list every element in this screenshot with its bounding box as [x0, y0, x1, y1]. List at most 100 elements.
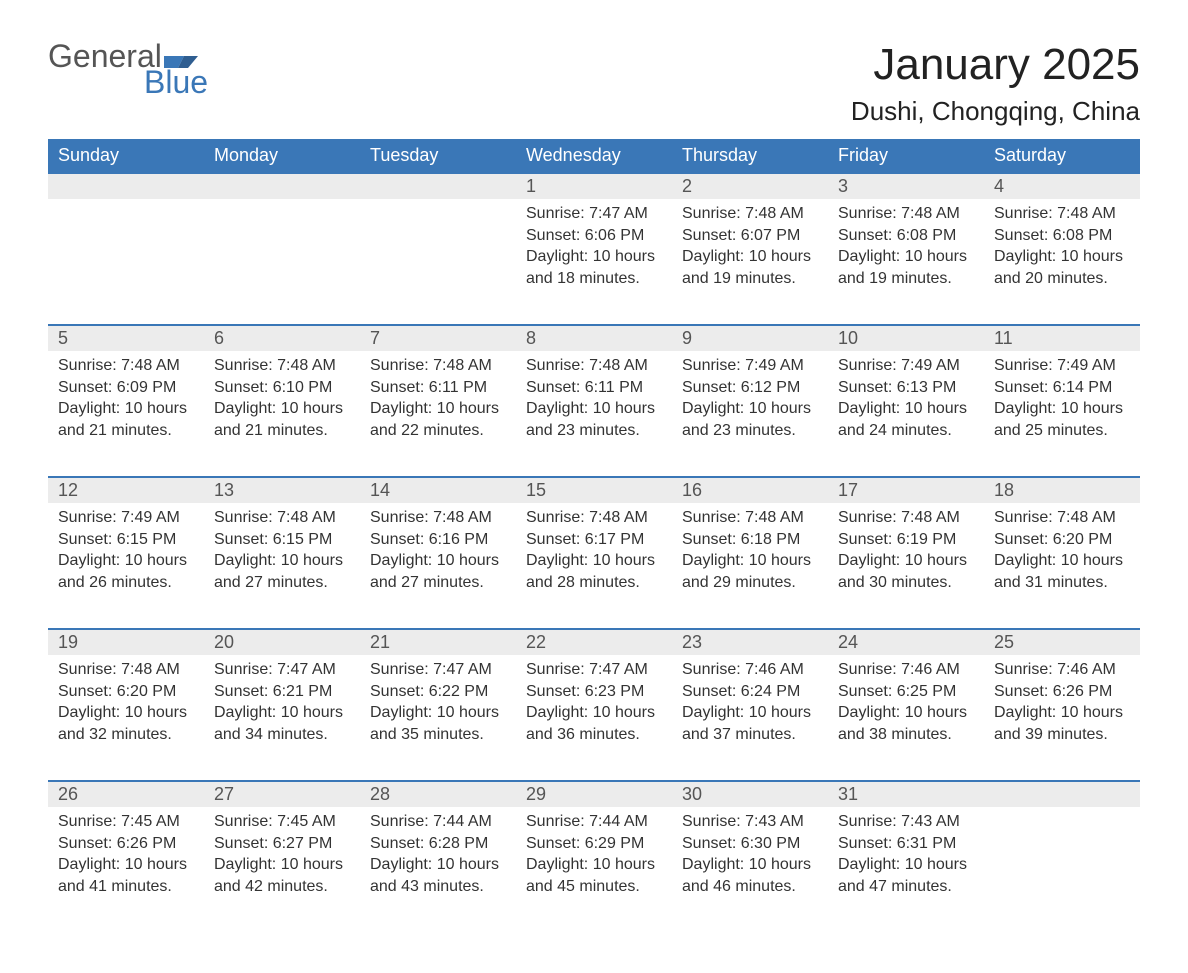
day-cell: Sunrise: 7:47 AMSunset: 6:21 PMDaylight:…	[204, 655, 360, 781]
day-number: 24	[838, 632, 858, 652]
week-row: Sunrise: 7:49 AMSunset: 6:15 PMDaylight:…	[48, 503, 1140, 629]
field-label: Sunset:	[682, 227, 741, 244]
field-label: Sunrise:	[682, 357, 745, 374]
field-value: 6:23 PM	[585, 683, 645, 700]
field-label: Sunset:	[682, 683, 741, 700]
day-number-cell: 17	[828, 477, 984, 503]
sunrise-line: Sunrise: 7:46 AM	[682, 659, 818, 681]
field-label: Sunset:	[214, 379, 273, 396]
day-cell: Sunrise: 7:46 AMSunset: 6:26 PMDaylight:…	[984, 655, 1140, 781]
field-label: Daylight:	[370, 704, 437, 721]
field-value: 6:10 PM	[273, 379, 333, 396]
week-row: Sunrise: 7:47 AMSunset: 6:06 PMDaylight:…	[48, 199, 1140, 325]
day-number-cell: 10	[828, 325, 984, 351]
field-label: Daylight:	[58, 400, 125, 417]
sunset-line: Sunset: 6:08 PM	[994, 225, 1130, 247]
sunset-line: Sunset: 6:26 PM	[58, 833, 194, 855]
day-cell: Sunrise: 7:49 AMSunset: 6:15 PMDaylight:…	[48, 503, 204, 629]
day-cell: Sunrise: 7:48 AMSunset: 6:09 PMDaylight:…	[48, 351, 204, 477]
dl-line: Daylight: 10 hours and 39 minutes.	[994, 702, 1130, 745]
sunrise-line: Sunrise: 7:48 AM	[214, 507, 350, 529]
field-value: 7:48 AM	[277, 509, 336, 526]
field-value: 6:21 PM	[273, 683, 333, 700]
dl-line: Daylight: 10 hours and 45 minutes.	[526, 854, 662, 897]
sunset-line: Sunset: 6:07 PM	[682, 225, 818, 247]
field-value: 6:25 PM	[897, 683, 957, 700]
field-label: Sunrise:	[682, 661, 745, 678]
day-cell: Sunrise: 7:48 AMSunset: 6:18 PMDaylight:…	[672, 503, 828, 629]
field-value: 7:47 AM	[589, 661, 648, 678]
dl-line: Daylight: 10 hours and 23 minutes.	[526, 398, 662, 441]
field-label: Sunset:	[994, 379, 1053, 396]
field-label: Sunset:	[370, 835, 429, 852]
day-cell	[360, 199, 516, 325]
field-label: Daylight:	[526, 248, 593, 265]
day-cell: Sunrise: 7:48 AMSunset: 6:11 PMDaylight:…	[516, 351, 672, 477]
daynum-row: 12131415161718	[48, 477, 1140, 503]
field-value: 7:45 AM	[277, 813, 336, 830]
field-label: Sunset:	[58, 531, 117, 548]
field-label: Sunrise:	[994, 661, 1057, 678]
sunset-line: Sunset: 6:19 PM	[838, 529, 974, 551]
brand-word2: Blue	[144, 66, 208, 98]
field-label: Sunset:	[838, 379, 897, 396]
daynum-row: 567891011	[48, 325, 1140, 351]
sunrise-line: Sunrise: 7:43 AM	[682, 811, 818, 833]
field-value: 7:47 AM	[433, 661, 492, 678]
field-value: 7:48 AM	[901, 509, 960, 526]
daynum-row: 1234	[48, 173, 1140, 199]
field-value: 6:31 PM	[897, 835, 957, 852]
field-label: Sunrise:	[526, 509, 589, 526]
field-value: 6:11 PM	[429, 379, 487, 396]
day-number: 5	[58, 328, 68, 348]
field-label: Sunrise:	[838, 357, 901, 374]
field-value: 7:43 AM	[745, 813, 804, 830]
weekday-header: Wednesday	[516, 139, 672, 173]
day-cell: Sunrise: 7:43 AMSunset: 6:31 PMDaylight:…	[828, 807, 984, 933]
field-label: Sunrise:	[214, 661, 277, 678]
field-label: Sunrise:	[58, 813, 121, 830]
sunrise-line: Sunrise: 7:49 AM	[838, 355, 974, 377]
dl-line: Daylight: 10 hours and 18 minutes.	[526, 246, 662, 289]
day-cell: Sunrise: 7:48 AMSunset: 6:08 PMDaylight:…	[984, 199, 1140, 325]
field-value: 6:13 PM	[897, 379, 957, 396]
day-cell	[204, 199, 360, 325]
field-label: Sunrise:	[370, 813, 433, 830]
field-label: Sunset:	[682, 379, 741, 396]
field-value: 7:48 AM	[1057, 205, 1116, 222]
field-label: Sunrise:	[370, 357, 433, 374]
dl-line: Daylight: 10 hours and 19 minutes.	[682, 246, 818, 289]
field-value: 7:44 AM	[589, 813, 648, 830]
day-number-cell: 24	[828, 629, 984, 655]
sunrise-line: Sunrise: 7:47 AM	[214, 659, 350, 681]
sunset-line: Sunset: 6:10 PM	[214, 377, 350, 399]
day-number-cell	[204, 173, 360, 199]
field-value: 7:48 AM	[589, 357, 648, 374]
header: General Blue January 2025 Dushi, Chongqi…	[48, 40, 1140, 127]
day-number-cell: 3	[828, 173, 984, 199]
sunset-line: Sunset: 6:06 PM	[526, 225, 662, 247]
sunset-line: Sunset: 6:15 PM	[214, 529, 350, 551]
dl-line: Daylight: 10 hours and 27 minutes.	[370, 550, 506, 593]
day-number-cell: 8	[516, 325, 672, 351]
day-cell: Sunrise: 7:48 AMSunset: 6:08 PMDaylight:…	[828, 199, 984, 325]
day-number-cell: 26	[48, 781, 204, 807]
dl-line: Daylight: 10 hours and 19 minutes.	[838, 246, 974, 289]
weekday-header-row: Sunday Monday Tuesday Wednesday Thursday…	[48, 139, 1140, 173]
day-number-cell: 29	[516, 781, 672, 807]
sunset-line: Sunset: 6:14 PM	[994, 377, 1130, 399]
field-label: Sunrise:	[682, 813, 745, 830]
field-label: Daylight:	[682, 400, 749, 417]
field-label: Sunset:	[994, 683, 1053, 700]
day-cell: Sunrise: 7:48 AMSunset: 6:19 PMDaylight:…	[828, 503, 984, 629]
sunrise-line: Sunrise: 7:48 AM	[58, 355, 194, 377]
field-label: Daylight:	[994, 552, 1061, 569]
day-number-cell: 6	[204, 325, 360, 351]
day-cell	[984, 807, 1140, 933]
field-value: 6:17 PM	[585, 531, 645, 548]
day-number-cell	[48, 173, 204, 199]
field-value: 7:48 AM	[277, 357, 336, 374]
day-number: 17	[838, 480, 858, 500]
field-label: Daylight:	[682, 552, 749, 569]
field-label: Daylight:	[526, 856, 593, 873]
